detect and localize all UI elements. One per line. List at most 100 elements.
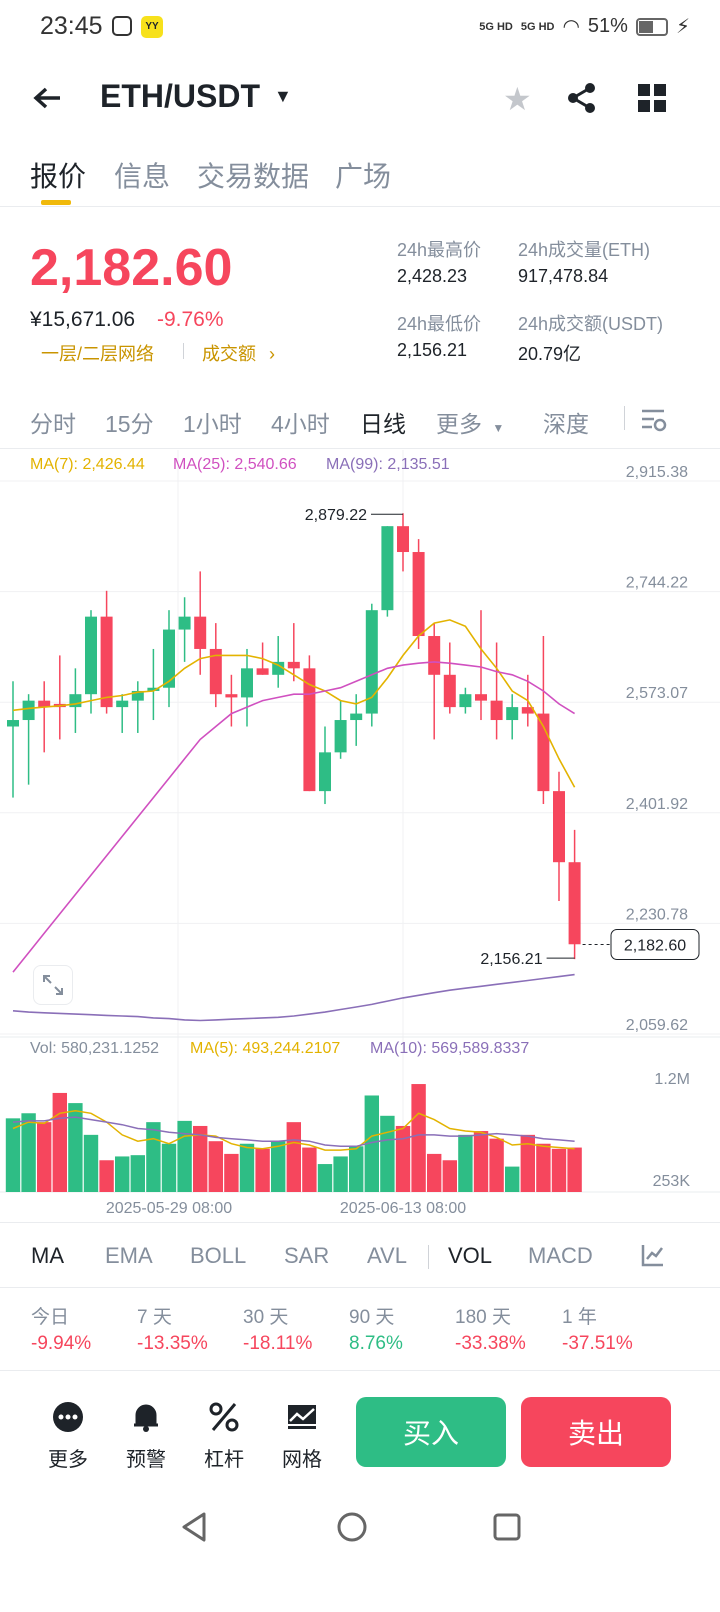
y-tick-label: 2,401.92 [626, 796, 688, 813]
volume-bar [146, 1122, 161, 1192]
perf-label: 7 天 [137, 1307, 172, 1328]
volume-bar [177, 1120, 192, 1192]
pair-title: ETH/USDT [100, 78, 260, 114]
buy-button[interactable]: 买入 [356, 1397, 506, 1467]
x-tick-label: 2025-06-13 08:00 [340, 1200, 466, 1217]
chart-bottom-divider [0, 1222, 720, 1223]
volume-bar [427, 1153, 442, 1192]
tab-info[interactable]: 信息 [114, 161, 171, 192]
stat-amount-label: 24h成交额(USDT) [518, 314, 664, 334]
perf-label: 30 天 [243, 1307, 289, 1328]
interval-timeline[interactable]: 分时 [30, 411, 76, 437]
volume-bar [458, 1134, 473, 1192]
interval-4h[interactable]: 4小时 [271, 411, 330, 437]
volume-bar [520, 1134, 535, 1192]
alert-label: 预警 [126, 1449, 166, 1471]
nav-home-icon[interactable] [335, 1510, 369, 1549]
ind-macd[interactable]: MACD [528, 1243, 593, 1268]
fullscreen-button[interactable] [33, 965, 73, 1005]
stat-low-value: 2,156.21 [397, 340, 468, 360]
nav-recents-icon[interactable] [490, 1510, 524, 1549]
candle-body [178, 616, 191, 630]
alert-button[interactable]: 预警 [111, 1400, 181, 1472]
interval-daily[interactable]: 日线 [360, 411, 406, 437]
interval-15m[interactable]: 15分 [105, 411, 154, 437]
favorite-star-icon[interactable]: ★ [503, 81, 532, 117]
kline-chart[interactable]: 2,915.38 2,744.22 2,573.07 2,401.92 2,230.78… [0, 450, 720, 1220]
candle-body [553, 791, 565, 863]
candle-body [38, 700, 51, 708]
percent-icon [209, 1402, 239, 1432]
candle-body [22, 700, 35, 721]
tab-square[interactable]: 广场 [335, 161, 392, 192]
more-button[interactable]: 更多 [33, 1400, 103, 1472]
y-tick-label: 2,915.38 [626, 464, 688, 481]
vol-ma10-legend: MA(10): 569,589.8337 [370, 1040, 530, 1057]
candle-body [85, 616, 97, 695]
app-notification-icon [112, 16, 132, 36]
volume-bar [442, 1160, 457, 1192]
volume-bar [302, 1147, 317, 1192]
candle-body [163, 629, 175, 688]
ind-sar[interactable]: SAR [284, 1243, 330, 1268]
candle-body [100, 616, 113, 708]
ind-boll[interactable]: BOLL [190, 1243, 247, 1268]
candle-body [272, 661, 285, 675]
tag-separator [183, 343, 184, 359]
nav-back-icon[interactable] [178, 1510, 212, 1549]
stat-low-label: 24h最低价 [397, 314, 482, 334]
more-label: 更多 [48, 1449, 88, 1471]
sell-button[interactable]: 卖出 [521, 1397, 671, 1467]
volume-bar [317, 1164, 333, 1192]
stat-vol-value: 917,478.84 [518, 266, 609, 286]
candle-body [194, 616, 207, 649]
candle-body [7, 720, 19, 727]
volume-bar [489, 1138, 504, 1192]
interval-depth[interactable]: 深度 [543, 411, 589, 437]
candle-body [209, 648, 222, 695]
ma7-legend: MA(7): 2,426.44 [30, 456, 145, 473]
volume-bar [567, 1147, 582, 1192]
candle-body [365, 610, 378, 714]
grid-menu-icon[interactable] [638, 84, 666, 117]
ma7-line [12, 619, 576, 788]
perf-value: 8.76% [349, 1333, 403, 1354]
tag-turnover[interactable]: 成交额 › [202, 340, 275, 366]
candle-body [334, 720, 347, 753]
perf-label: 1 年 [562, 1307, 597, 1328]
candle-body [412, 552, 425, 637]
ind-ma[interactable]: MA [31, 1243, 64, 1268]
perf-label: 90 天 [349, 1307, 395, 1328]
interval-more[interactable]: 更多 ▼ [436, 405, 504, 439]
grid-button[interactable]: 网格 [267, 1400, 337, 1472]
leverage-button[interactable]: 杠杆 [189, 1400, 259, 1472]
share-icon[interactable] [566, 82, 598, 119]
ind-avl[interactable]: AVL [367, 1243, 407, 1268]
leverage-label: 杠杆 [204, 1449, 244, 1471]
ma99-legend: MA(99): 2,135.51 [326, 456, 450, 473]
tab-quote[interactable]: 报价 [30, 161, 87, 192]
perf-divider [0, 1370, 720, 1371]
y-tick-label: 2,573.07 [626, 685, 688, 702]
arrow-left-icon [33, 87, 60, 109]
candle-body [116, 700, 129, 708]
price-change: -9.76% [157, 308, 224, 331]
perf-value: -37.51% [562, 1333, 633, 1354]
ind-vol[interactable]: VOL [448, 1243, 493, 1268]
ind-ema[interactable]: EMA [105, 1243, 153, 1268]
candle-body [225, 694, 238, 698]
indicator-settings-icon[interactable] [640, 1242, 666, 1273]
y-tick-label: 2,744.22 [626, 575, 688, 592]
stat-high-label: 24h最高价 [397, 240, 482, 260]
candle-body [475, 694, 487, 701]
back-button[interactable] [30, 80, 70, 120]
chart-settings-icon[interactable] [640, 406, 668, 439]
tag-layer-network[interactable]: 一层/二层网络 [41, 344, 155, 364]
pair-selector[interactable]: ETH/USDT ▼ [100, 78, 292, 115]
stat-amount-value: 20.79亿 [518, 344, 582, 364]
grid-label: 网格 [282, 1449, 322, 1471]
volume-bar [286, 1122, 301, 1192]
tab-trading-data[interactable]: 交易数据 [197, 161, 310, 192]
interval-1h[interactable]: 1小时 [183, 411, 242, 437]
candle-body [568, 862, 581, 945]
